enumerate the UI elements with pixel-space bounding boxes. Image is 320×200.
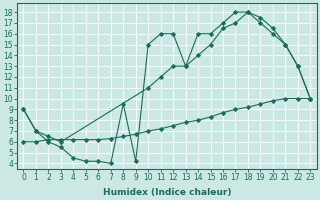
X-axis label: Humidex (Indice chaleur): Humidex (Indice chaleur) [103, 188, 231, 197]
